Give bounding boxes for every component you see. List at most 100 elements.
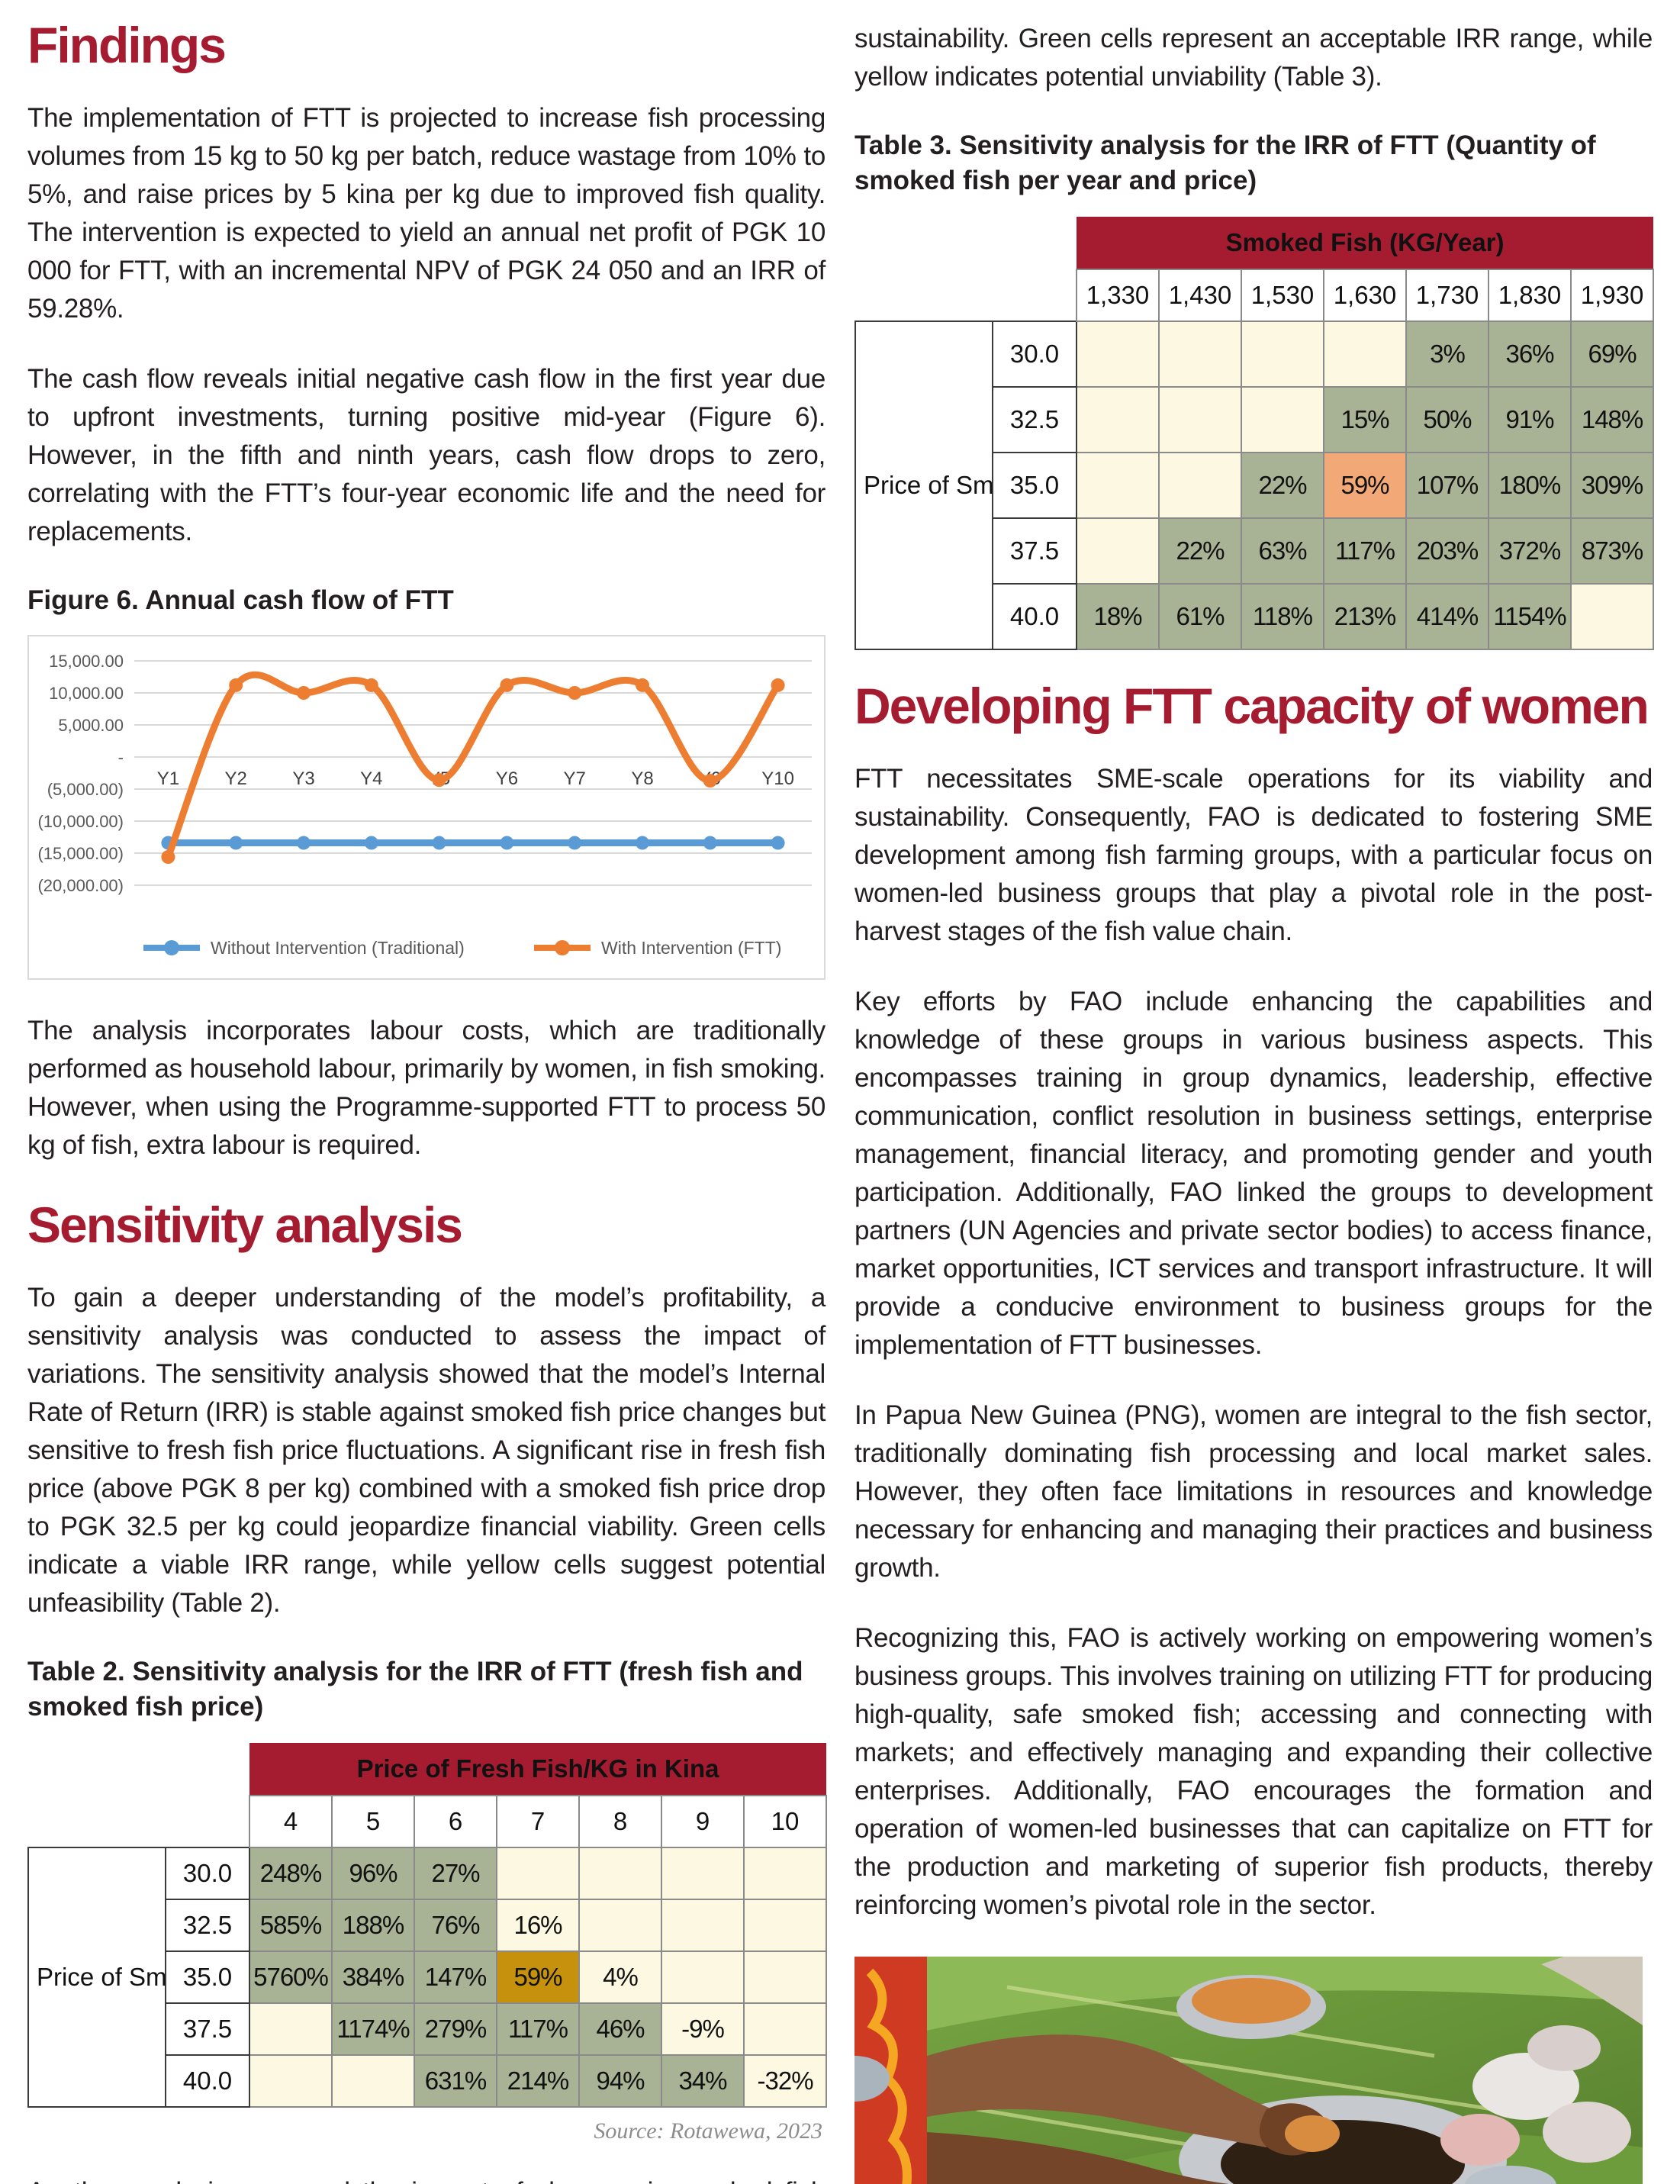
- irr-cell: 203%: [1405, 517, 1489, 585]
- irr-cell: 279%: [414, 2002, 497, 2056]
- irr-cell: 117%: [496, 2002, 580, 2056]
- table-2-irr-fresh-fish: Price of Fresh Fish/KG in Kina 4 5 6 7 8 9 10 Pr…: [27, 1743, 828, 2108]
- irr-cell: -32%: [742, 2054, 828, 2108]
- legend-marker: [555, 940, 570, 955]
- irr-cell: 22%: [1241, 452, 1324, 519]
- row-header: 37.5: [992, 517, 1077, 585]
- irr-cell: 4%: [578, 1950, 662, 2004]
- irr-cell: 585%: [249, 1899, 333, 1952]
- irr-cell: [661, 1899, 745, 1952]
- irr-cell: 1174%: [331, 2002, 415, 2056]
- data-point-marker: [161, 850, 175, 865]
- irr-cell: 18%: [1076, 583, 1160, 650]
- data-point-marker: [500, 836, 514, 850]
- row-header: 32.5: [165, 1899, 250, 1952]
- heading-sensitivity-analysis: Sensitivity analysis: [27, 1197, 463, 1253]
- column-header: 8: [578, 1795, 662, 1848]
- irr-cell: [578, 1899, 662, 1952]
- irr-cell: 188%: [331, 1899, 415, 1952]
- irr-cell: 107%: [1405, 452, 1489, 519]
- paragraph-findings-2: The cash flow reveals initial negative c…: [27, 364, 826, 546]
- irr-cell: 61%: [1158, 583, 1242, 650]
- irr-cell: [742, 1899, 828, 1952]
- irr-cell: [1323, 321, 1407, 388]
- irr-cell: 96%: [331, 1847, 415, 1900]
- x-axis-category-label: Y10: [761, 768, 794, 789]
- irr-cell: 69%: [1569, 321, 1655, 388]
- y-axis-tick-label: (15,000.00): [37, 844, 124, 863]
- paragraph-key-efforts: Key efforts by FAO include enhancing the…: [854, 987, 1653, 1360]
- data-point-marker: [297, 836, 311, 850]
- irr-cell: [496, 1847, 580, 1900]
- table-header-band: Price of Fresh Fish/KG in Kina: [249, 1743, 827, 1796]
- row-header: 40.0: [992, 583, 1077, 650]
- irr-cell: [1241, 321, 1324, 388]
- data-point-marker: [364, 836, 378, 850]
- irr-cell: 873%: [1569, 517, 1655, 585]
- irr-cell: 16%: [496, 1899, 580, 1952]
- fish-pieces: [854, 2025, 1631, 2184]
- column-header: 9: [661, 1795, 745, 1848]
- irr-cell: 63%: [1241, 517, 1324, 585]
- irr-cell: 27%: [414, 1847, 497, 1900]
- data-point-marker: [568, 686, 582, 700]
- irr-cell: 118%: [1241, 583, 1324, 650]
- data-point-marker: [636, 836, 649, 850]
- row-header: 37.5: [165, 2002, 250, 2056]
- photo-fish-preparation: [854, 1957, 1643, 2184]
- data-point-marker: [636, 678, 649, 692]
- table-corner: [28, 1796, 249, 1847]
- column-header: 1,930: [1569, 269, 1655, 322]
- paragraph-png-women: In Papua New Guinea (PNG), women are int…: [854, 1400, 1653, 1583]
- column-header: 10: [742, 1795, 828, 1848]
- irr-cell: [1076, 517, 1160, 585]
- paragraph-sensitivity: To gain a deeper understanding of the mo…: [27, 1283, 826, 1618]
- legend-label: Without Intervention (Traditional): [211, 938, 465, 958]
- left-column: Findings The implementation of FTT is pr…: [27, 0, 828, 2184]
- row-header: 30.0: [992, 321, 1077, 388]
- row-group-label: Price of Smoked Fish (kg) in Kina: [854, 321, 993, 650]
- irr-cell: 117%: [1323, 517, 1407, 585]
- irr-cell: [1158, 386, 1242, 453]
- x-axis-category-label: Y6: [496, 768, 518, 789]
- data-point-marker: [297, 686, 311, 700]
- irr-cell: 414%: [1405, 583, 1489, 650]
- background-light-area: [1541, 1957, 1643, 2025]
- column-header: 1,330: [1076, 269, 1160, 322]
- irr-cell: 36%: [1488, 321, 1572, 388]
- irr-cell: [661, 1950, 745, 2004]
- data-point-marker: [703, 774, 717, 788]
- x-axis-category-label: Y1: [157, 768, 179, 789]
- column-header: 7: [496, 1795, 580, 1848]
- irr-cell: 94%: [578, 2054, 662, 2108]
- figure-6-cash-flow-chart: 15,000.00 10,000.00 5,000.00 - (5,000.00) (10…: [27, 635, 826, 980]
- irr-cell: 22%: [1158, 517, 1242, 585]
- column-header: 1,430: [1158, 269, 1242, 322]
- data-point-marker: [364, 678, 378, 692]
- arms: [927, 2034, 1340, 2184]
- irr-cell: 148%: [1569, 386, 1655, 453]
- legend-label: With Intervention (FTT): [601, 938, 781, 958]
- irr-cell: 76%: [414, 1899, 497, 1952]
- paragraph-findings-1: The implementation of FTT is projected t…: [27, 103, 826, 324]
- x-axis-category-label: Y3: [292, 768, 314, 789]
- irr-cell: 91%: [1488, 386, 1572, 453]
- column-header: 1,630: [1323, 269, 1407, 322]
- data-point-marker: [771, 678, 785, 692]
- irr-cell: 147%: [414, 1950, 497, 2004]
- heading-findings: Findings: [27, 17, 227, 73]
- series-line-1: [164, 671, 782, 861]
- table-corner: [855, 217, 1077, 269]
- paragraph-recognizing: Recognizing this, FAO is actively workin…: [854, 1623, 1653, 1920]
- x-axis-category-label: Y8: [631, 768, 653, 789]
- irr-cell: [1569, 583, 1655, 650]
- irr-cell: [742, 2002, 828, 2056]
- held-fish-piece: [1285, 2115, 1340, 2152]
- x-axis-category-label: Y4: [360, 768, 382, 789]
- irr-cell: 214%: [496, 2054, 580, 2108]
- data-point-marker: [432, 836, 446, 850]
- annual-cash-flow-line-chart: 15,000.00 10,000.00 5,000.00 - (5,000.00) (10…: [37, 652, 812, 958]
- heading-developing-ftt-capacity: Developing FTT capacity of women: [854, 678, 1649, 734]
- y-axis-tick-label: 15,000.00: [49, 652, 124, 671]
- table2-source-note: Source: Rotawewa, 2023: [594, 2118, 822, 2144]
